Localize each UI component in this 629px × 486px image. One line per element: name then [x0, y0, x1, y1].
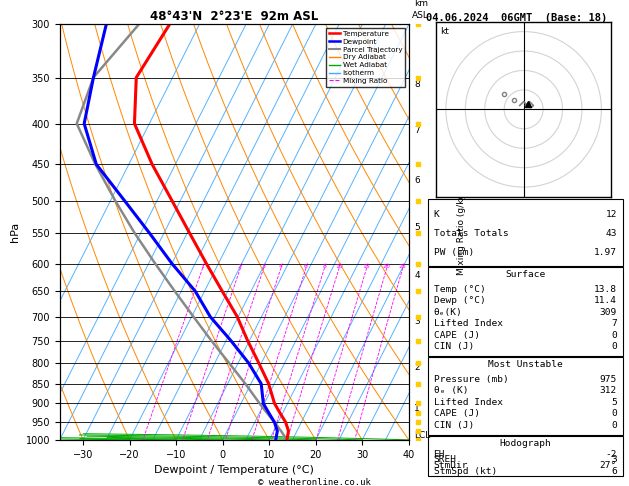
Text: 20: 20	[382, 264, 391, 269]
Text: 13.8: 13.8	[594, 284, 617, 294]
Text: 8: 8	[415, 80, 420, 89]
Text: 309: 309	[599, 308, 617, 316]
Text: 8: 8	[322, 264, 326, 269]
Text: Surface: Surface	[505, 270, 545, 278]
Text: kt: kt	[440, 27, 448, 36]
Text: 3: 3	[261, 264, 265, 269]
Text: Pressure (mb): Pressure (mb)	[433, 375, 508, 383]
Text: -2: -2	[605, 450, 617, 459]
Y-axis label: hPa: hPa	[10, 222, 20, 242]
Text: Lifted Index: Lifted Index	[433, 398, 503, 407]
Text: LCL: LCL	[415, 431, 431, 440]
Text: 11.4: 11.4	[594, 296, 617, 305]
Text: 312: 312	[599, 386, 617, 395]
Text: StmSpd (kt): StmSpd (kt)	[433, 467, 497, 476]
Text: Dewp (°C): Dewp (°C)	[433, 296, 486, 305]
Text: 1.97: 1.97	[594, 248, 617, 257]
Text: 6: 6	[304, 264, 308, 269]
Text: 2: 2	[238, 264, 242, 269]
Text: 1: 1	[200, 264, 204, 269]
Text: EH: EH	[433, 450, 445, 459]
Text: 25: 25	[398, 264, 406, 269]
Bar	[428, 199, 623, 266]
Text: K: K	[433, 210, 439, 219]
Text: 04.06.2024  06GMT  (Base: 18): 04.06.2024 06GMT (Base: 18)	[426, 13, 608, 23]
Text: 4: 4	[279, 264, 282, 269]
Text: 43: 43	[605, 229, 617, 238]
Text: 3: 3	[611, 455, 617, 465]
Text: θₑ(K): θₑ(K)	[433, 308, 462, 316]
Text: 3: 3	[415, 317, 420, 326]
Text: Mixing Ratio (g/kg): Mixing Ratio (g/kg)	[457, 189, 466, 275]
Text: CIN (J): CIN (J)	[433, 342, 474, 351]
Text: ASL: ASL	[411, 11, 428, 20]
Text: © weatheronline.co.uk: © weatheronline.co.uk	[258, 478, 371, 486]
Text: 6: 6	[611, 467, 617, 476]
Text: PW (cm): PW (cm)	[433, 248, 474, 257]
Bar	[428, 357, 623, 435]
Text: θₑ (K): θₑ (K)	[433, 386, 468, 395]
Text: 15: 15	[362, 264, 370, 269]
Text: Lifted Index: Lifted Index	[433, 319, 503, 328]
Text: 12: 12	[605, 210, 617, 219]
Bar	[428, 436, 623, 476]
Text: 0: 0	[611, 421, 617, 430]
Text: 27°: 27°	[599, 461, 617, 470]
Text: Temp (°C): Temp (°C)	[433, 284, 486, 294]
Text: 2: 2	[415, 364, 420, 372]
Text: SREH: SREH	[433, 455, 457, 465]
Text: Most Unstable: Most Unstable	[488, 360, 562, 368]
Text: 5: 5	[611, 398, 617, 407]
X-axis label: Dewpoint / Temperature (°C): Dewpoint / Temperature (°C)	[154, 465, 314, 475]
Text: StmDir: StmDir	[433, 461, 468, 470]
Text: Hodograph: Hodograph	[499, 438, 551, 448]
Title: 48°43'N  2°23'E  92m ASL: 48°43'N 2°23'E 92m ASL	[150, 10, 318, 23]
Text: 6: 6	[415, 176, 420, 185]
Text: CAPE (J): CAPE (J)	[433, 330, 479, 340]
Text: CAPE (J): CAPE (J)	[433, 409, 479, 418]
Text: km: km	[415, 0, 428, 8]
Text: CIN (J): CIN (J)	[433, 421, 474, 430]
Text: Totals Totals: Totals Totals	[433, 229, 508, 238]
Text: 0: 0	[611, 330, 617, 340]
Text: 4: 4	[415, 272, 420, 280]
Legend: Temperature, Dewpoint, Parcel Trajectory, Dry Adiabat, Wet Adiabat, Isotherm, Mi: Temperature, Dewpoint, Parcel Trajectory…	[326, 28, 405, 87]
Text: 7: 7	[611, 319, 617, 328]
Text: 7: 7	[415, 126, 420, 135]
Text: 10: 10	[335, 264, 343, 269]
Text: 5: 5	[415, 223, 420, 232]
Text: 0: 0	[611, 342, 617, 351]
Text: 1: 1	[415, 403, 420, 413]
Text: 975: 975	[599, 375, 617, 383]
Bar	[428, 267, 623, 356]
Text: 0: 0	[611, 409, 617, 418]
